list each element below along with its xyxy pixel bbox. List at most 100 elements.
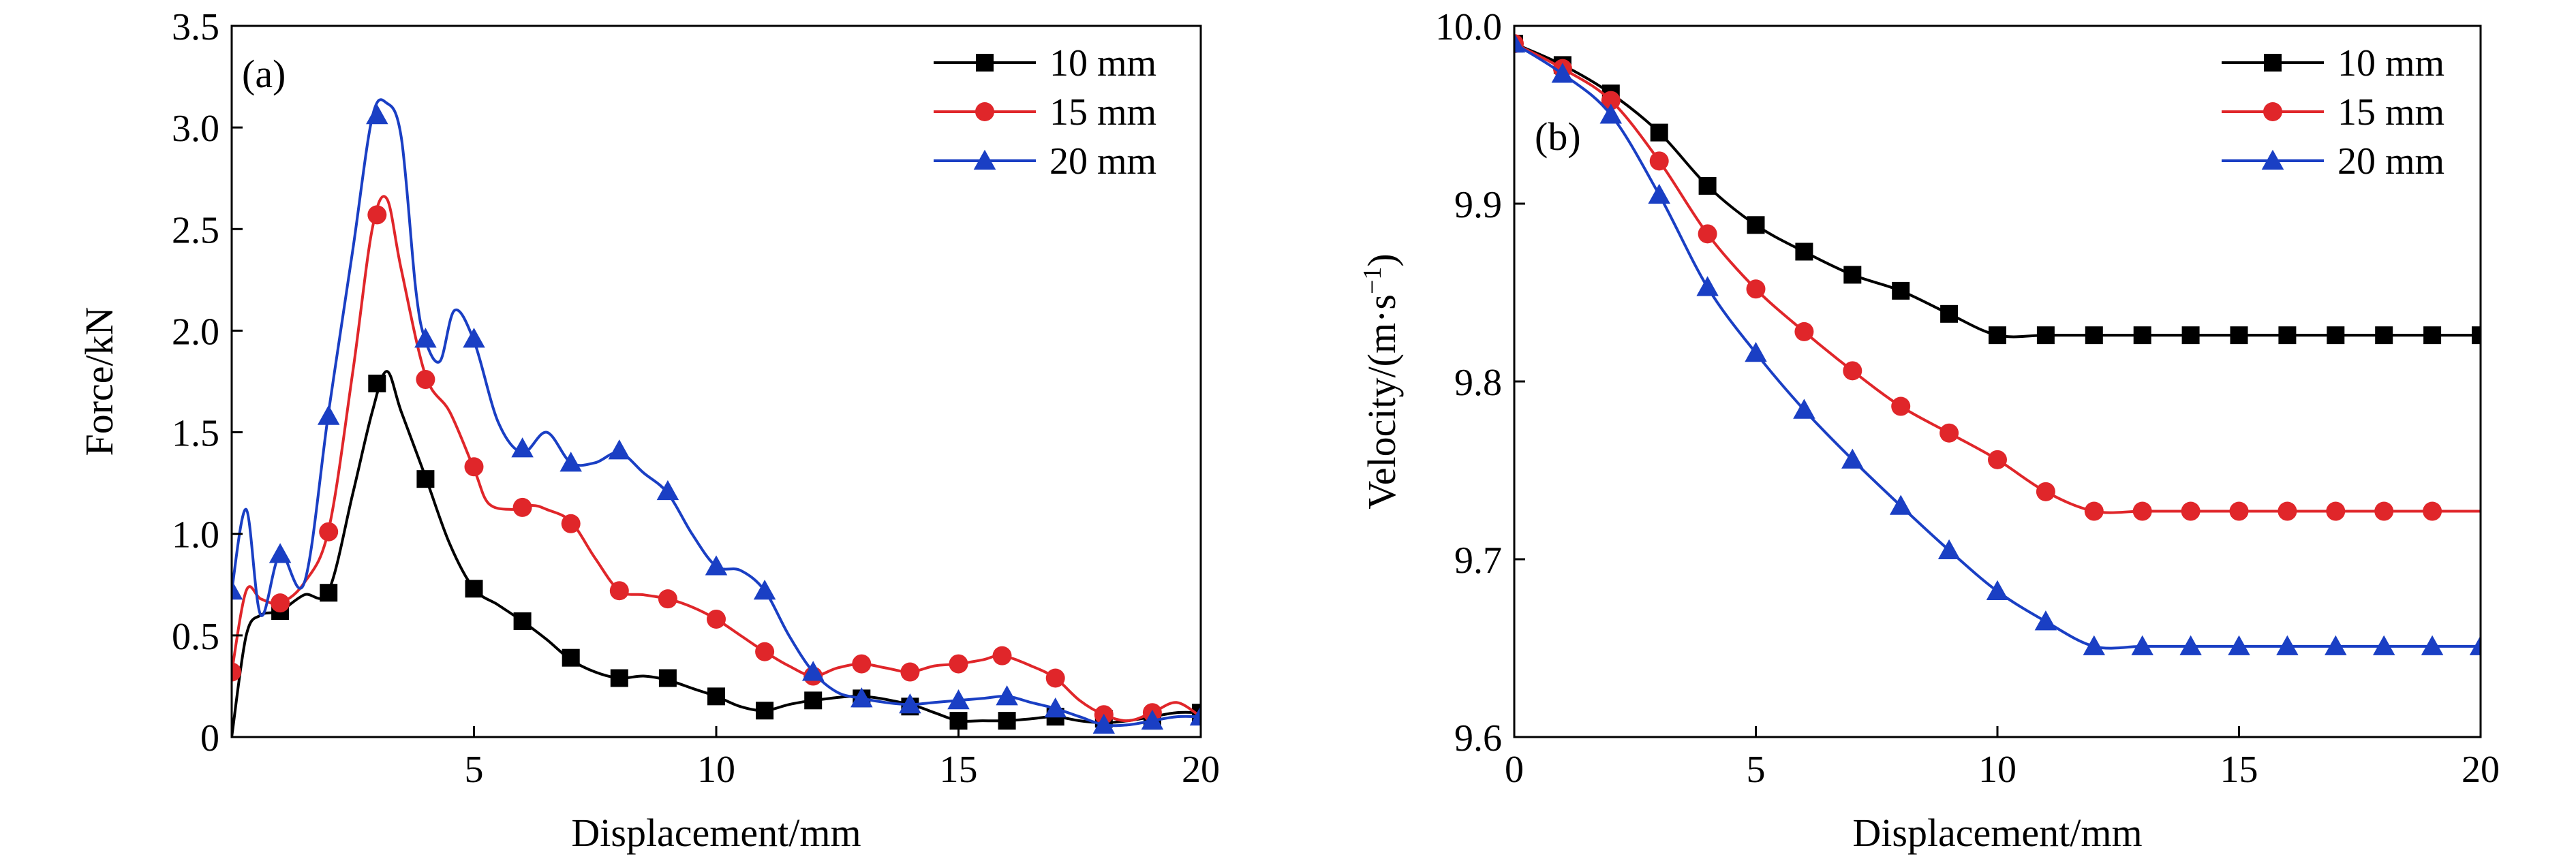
panel-a-series-2-point-9: [609, 581, 629, 601]
panel-b-series-3-point-5: [1696, 276, 1719, 296]
panel-a-series-2-point-3: [319, 522, 339, 542]
panel-b-series-2-line: [1514, 42, 2481, 514]
panel-b-series-3-point-3: [1599, 104, 1623, 124]
panel-b-series-3-point-7: [1793, 398, 1815, 419]
panel-a-legend-label-3: 20 mm: [1049, 140, 1156, 183]
panel-b-series-1-point-13: [2085, 326, 2103, 345]
panel-b-series-3-point-11: [1986, 580, 2009, 600]
panel-b-x-tick-label-1: 0: [1505, 749, 1524, 791]
panel-a-y-tick-label-6: 2.5: [172, 209, 219, 251]
panel-b-series-2-point-15: [2181, 501, 2201, 521]
panel-a-x-tick-label-2: 10: [697, 749, 735, 791]
panel-b-series-2-point-11: [1988, 450, 2007, 469]
panel-a-series-3-point-3: [317, 405, 340, 425]
panel-b-legend-label-3: 20 mm: [2337, 140, 2444, 183]
panel-a-series-3-line: [232, 98, 1201, 727]
panel-a-label: (a): [242, 52, 286, 96]
panel-b-series-1-point-8: [1843, 266, 1862, 284]
chart-panel-a: 5 10 15 20 0 0.5 1.0 1.5 2.0 2.5 3.0 3.5 Displacemen…: [77, 6, 1220, 855]
panel-b-y-axis-title: Velocity/(m·s−1): [1358, 253, 1404, 509]
panel-b-series-2: [1514, 34, 2481, 521]
panel-a-y-tick-label-5: 2.0: [172, 311, 219, 353]
panel-a-series-1-point-11: [756, 702, 774, 720]
panel-a-series-1-line: [232, 370, 1201, 737]
panel-b-series-2-point-16: [2229, 501, 2249, 521]
panel-b-series-2-point-10: [1939, 423, 1959, 443]
panel-b-series-2-point-13: [2084, 501, 2104, 521]
panel-a-series-3-point-17: [996, 685, 1018, 706]
panel-a-series-1-point-6: [513, 612, 532, 630]
panel-a-series-2-point-10: [658, 589, 677, 609]
panel-a-series-2-line: [232, 195, 1201, 723]
panel-a-series-3-point-5: [414, 328, 437, 348]
panel-a-series-1-point-16: [998, 712, 1016, 730]
panel-b-series-3-point-16: [2228, 635, 2250, 655]
panel-a-series-1-point-3: [368, 374, 386, 392]
panel-b-series-2-point-4: [1649, 151, 1669, 171]
panel-a-series-2-point-16: [949, 654, 968, 674]
panel-b-series-2-point-7: [1794, 322, 1814, 341]
panel-b-series-2-point-12: [2036, 482, 2055, 501]
panel-a-legend-marker-1: [976, 54, 994, 72]
panel-b-series-2-point-6: [1746, 279, 1766, 299]
panel-a-series-3-point-12: [753, 579, 776, 600]
panel-a-series-2-point-18: [1045, 668, 1065, 688]
panel-b-series-2-point-3: [1601, 91, 1621, 110]
panel-a-x-tick-label-3: 15: [940, 749, 978, 791]
panel-b-y-axis-title-superscript: −1: [1358, 267, 1387, 294]
panel-b-series-2-point-17: [2278, 501, 2297, 521]
panel-a-series-1-point-10: [707, 687, 725, 706]
panel-a-x-axis-title: Displacement/mm: [571, 811, 861, 855]
panel-a-series-3-point-11: [705, 555, 728, 576]
panel-a-series-2-point-15: [900, 662, 920, 682]
panel-a-series-1-point-5: [465, 580, 483, 598]
panel-b-series-2-point-19: [2374, 501, 2394, 521]
panel-a-series-3-point-6: [463, 328, 485, 348]
panel-b-series-1-point-12: [2036, 326, 2055, 345]
panel-a-series-2-point-8: [561, 514, 581, 533]
panel-a-series-2-point-5: [416, 370, 435, 390]
panel-b-series-1: [1514, 35, 2481, 345]
panel-a-series-3-point-19: [1092, 713, 1116, 734]
panel-a-series-2-point-7: [512, 497, 532, 517]
panel-a-y-tick-label-3: 1.0: [172, 514, 219, 557]
panel-b-series-1-point-19: [2375, 326, 2393, 345]
panel-b-series-3-point-1: [1514, 32, 1526, 53]
panel-b-series-2-point-14: [2132, 501, 2152, 521]
panel-a-y-tick-label-2: 0.5: [172, 616, 219, 658]
panel-b-series-2-point-8: [1843, 361, 1862, 381]
panel-b-series-1-point-6: [1747, 216, 1765, 234]
panel-b-series-3-point-6: [1745, 341, 1767, 362]
panel-b-x-tick-label-2: 5: [1747, 749, 1766, 791]
panel-a-y-tick-label-7: 3.0: [172, 108, 219, 150]
panel-a-series-3-point-2: [269, 543, 292, 563]
panel-b-y-tick-label-3: 9.8: [1454, 362, 1502, 404]
panel-b-series-1-point-17: [2278, 326, 2297, 345]
panel-b-legend-marker-1: [2264, 54, 2282, 72]
panel-a-legend-label-1: 10 mm: [1049, 42, 1156, 84]
panel-a-series-3-point-14: [850, 687, 873, 708]
panel-b-series-3-point-12: [2034, 610, 2057, 631]
panel-b-series-1-point-16: [2230, 326, 2248, 345]
panel-a-series-1-point-9: [658, 669, 677, 687]
panel-b-series-3-point-4: [1648, 183, 1670, 204]
panel-b-series-3-point-8: [1841, 448, 1864, 469]
panel-a-series-2-point-4: [367, 205, 387, 225]
panel-b-legend-label-1: 10 mm: [2337, 42, 2444, 84]
panel-b-x-tick-label-5: 20: [2462, 749, 2500, 791]
panel-a-series-3-point-16: [947, 689, 970, 710]
panel-b-series-1-point-10: [1940, 304, 1959, 323]
panel-b-series-1-point-14: [2133, 326, 2151, 345]
panel-a-series-2-point-6: [464, 457, 484, 477]
panel-b-x-axis-title: Displacement/mm: [1852, 811, 2142, 855]
panel-b-series-2-point-5: [1698, 224, 1717, 244]
panel-a-series-2-point-12: [755, 642, 775, 661]
panel-b-y-tick-label-5: 10.0: [1435, 6, 1502, 48]
panel-b-x-tick-label-4: 15: [2220, 749, 2258, 791]
panel-a-series-3-point-21: [1189, 705, 1201, 726]
panel-a-series-3-point-1: [232, 579, 243, 600]
panel-a-series-1-point-8: [610, 669, 628, 687]
panel-a-series-3: [232, 98, 1201, 734]
panel-a-series-2-point-17: [992, 646, 1012, 666]
panel-b-y-tick-label-4: 9.9: [1454, 184, 1502, 226]
